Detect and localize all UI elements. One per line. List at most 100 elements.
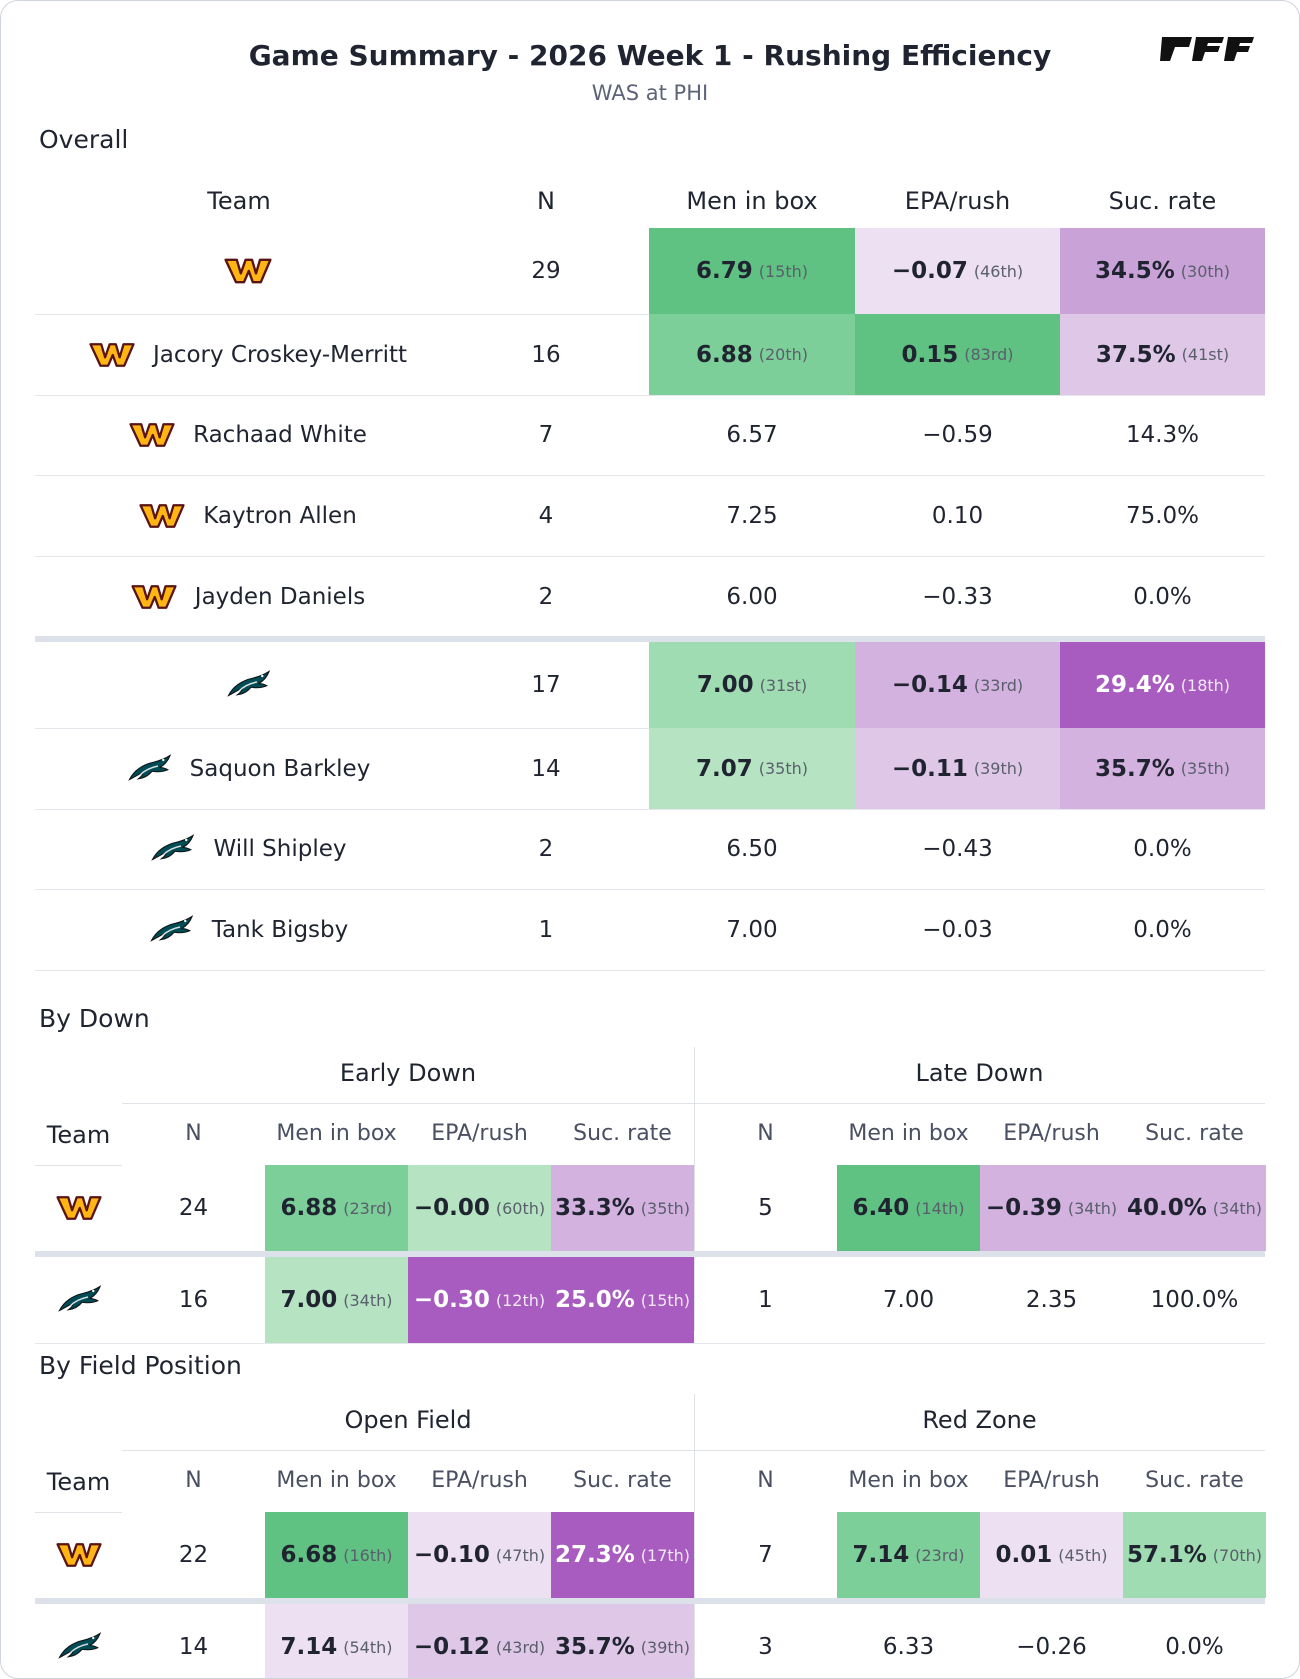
eagles-logo-icon (149, 914, 193, 942)
team-logo-cell (35, 1512, 122, 1598)
overall-hdr-epa-rush: EPA/rush (904, 187, 1011, 215)
table-row: Saquon Barkley 14 7.07 (35th) −0.11 (39th) 35.… (35, 728, 1265, 810)
overall-suc-value: 0.0% (1133, 583, 1192, 610)
n-value: 5 (758, 1195, 773, 1221)
overall-suc-cell: 14.3% (1060, 395, 1265, 475)
overall-mib-value: 6.79 (695, 258, 753, 284)
overall-epa-value: −0.43 (922, 836, 993, 862)
g2-mib-cell: 7.14 (23rd) (837, 1512, 980, 1598)
g1-mib-cell: 7.14 (54th) (265, 1604, 408, 1678)
table-row: Rachaad White 7 6.57 −0.59 14.3% (35, 395, 1265, 476)
team-name-cell: Rachaad White (35, 395, 461, 475)
table-row: 22 6.68 (16th) −0.10 (47th) 27.3% (17th) 7 7.14(… (35, 1512, 1266, 1599)
g1-mib-value: 6.68 (280, 1542, 338, 1568)
overall-epa-value: −0.03 (922, 916, 993, 943)
player-name: Kaytron Allen (203, 502, 357, 529)
player-name: Rachaad White (193, 422, 367, 448)
table-row: 16 7.00 (34th) −0.30 (12th) 25.0% (15th) 1 7.00 2… (35, 1257, 1265, 1344)
page-subtitle: WAS at PHI (591, 81, 709, 105)
overall-epa-value: −0.14 (891, 672, 968, 698)
hdr-n: N (185, 1468, 202, 1493)
group-divider (122, 1450, 1265, 1451)
team-separator (35, 636, 1265, 642)
overall-mib-cell: 7.00 (649, 889, 855, 970)
g1-suc-value: 27.3% (554, 1542, 635, 1568)
g2-epa-rank: (34th) (1067, 1198, 1118, 1218)
g2-mib-rank: (14th) (915, 1198, 965, 1218)
g2-epa-value: 2.35 (1025, 1287, 1078, 1313)
g2-mib-cell: 6.33 (837, 1604, 980, 1678)
g2-mib-value: 6.33 (882, 1634, 935, 1660)
overall-suc-value: 37.5% (1095, 341, 1176, 368)
overall-epa-cell: 0.15 (83rd) (855, 314, 1060, 395)
overall-suc-value: 14.3% (1125, 422, 1200, 448)
g1-epa-value: −0.12 (413, 1634, 490, 1660)
team-name-cell: Jacory Croskey-Merritt (35, 314, 461, 395)
hdr-men-in-box: Men in box (848, 1468, 969, 1493)
overall-mib-cell: 6.00 (649, 556, 855, 637)
table-row: Tank Bigsby 1 7.00 −0.03 0.0% (35, 889, 1265, 971)
g1-epa-rank: (43rd) (495, 1637, 546, 1657)
team-name-cell (35, 642, 461, 728)
player-name: Saquon Barkley (189, 755, 371, 782)
overall-epa-cell: −0.59 (855, 395, 1060, 475)
table-row: Kaytron Allen 4 7.25 0.10 75.0% (35, 475, 1265, 557)
g1-suc-value: 35.7% (554, 1634, 635, 1660)
hdr-epa-rush: EPA/rush (431, 1468, 528, 1493)
n-value: 7 (538, 422, 554, 448)
team-logo-cell (35, 1604, 122, 1678)
team-header-underline (35, 1512, 122, 1513)
team-header-underline (35, 1165, 122, 1166)
overall-suc-cell: 0.0% (1060, 889, 1265, 970)
overall-epa-value: −0.11 (891, 755, 968, 782)
g1-epa-cell: −0.00 (60th) (408, 1165, 551, 1251)
team-separator (35, 1251, 1265, 1257)
overall-epa-cell: −0.33 (855, 556, 1060, 637)
overall-epa-value: −0.33 (922, 583, 993, 610)
g1-epa-value: −0.30 (413, 1287, 490, 1313)
g1-suc-rank: (35th) (640, 1198, 691, 1218)
g2-suc-rank: (70th) (1212, 1545, 1263, 1565)
commanders-logo-icon (129, 423, 175, 447)
n-value: 3 (758, 1634, 773, 1660)
g1-suc-value: 33.3% (554, 1195, 635, 1221)
n-value: 17 (531, 672, 561, 698)
table-row: Will Shipley 2 6.50 −0.43 0.0% (35, 809, 1265, 890)
overall-mib-value: 7.07 (695, 755, 753, 782)
g1-epa-cell: −0.10 (47th) (408, 1512, 551, 1598)
g2-mib-cell: 6.40 (14th) (837, 1165, 980, 1251)
hdr-team: Team (46, 1121, 111, 1149)
n-value: 2 (538, 836, 554, 862)
overall-epa-cell: −0.11 (39th) (855, 728, 1060, 809)
g1-mib-value: 7.14 (280, 1634, 338, 1660)
player-name: Jayden Daniels (194, 583, 366, 610)
overall-epa-rank: (46th) (973, 261, 1024, 281)
hdr-suc-rate: Suc. rate (573, 1121, 672, 1146)
g2-suc-cell: 57.1% (70th) (1123, 1512, 1266, 1598)
overall-suc-value: 29.4% (1094, 672, 1175, 698)
g1-epa-cell: −0.30 (12th) (408, 1257, 551, 1343)
g2-suc-value: 100.0% (1150, 1287, 1239, 1313)
g2-suc-rank: (34th) (1212, 1198, 1263, 1218)
team-name-cell: Kaytron Allen (35, 475, 461, 556)
g2-epa-value: −0.26 (1016, 1634, 1087, 1660)
hdr-epa-rush: EPA/rush (1003, 1121, 1100, 1146)
overall-mib-value: 6.88 (695, 341, 753, 368)
g2-mib-cell: 7.00 (837, 1257, 980, 1343)
player-name: Will Shipley (213, 836, 347, 862)
overall-mib-value: 7.00 (726, 916, 778, 943)
g1-mib-rank: (54th) (343, 1637, 393, 1657)
overall-epa-value: 0.10 (931, 502, 984, 529)
overall-suc-value: 75.0% (1125, 502, 1200, 529)
eagles-logo-icon (151, 834, 195, 861)
pff-logo-icon (1160, 37, 1254, 61)
g2-suc-value: 40.0% (1126, 1195, 1207, 1221)
overall-mib-value: 7.00 (696, 672, 754, 698)
g2-suc-value: 57.1% (1126, 1542, 1207, 1568)
group-header: Early Down (339, 1059, 477, 1087)
overall-mib-rank: (20th) (758, 345, 808, 364)
g1-epa-rank: (47th) (495, 1545, 546, 1565)
eagles-logo-icon (57, 1632, 101, 1659)
g1-mib-rank: (16th) (343, 1545, 393, 1565)
